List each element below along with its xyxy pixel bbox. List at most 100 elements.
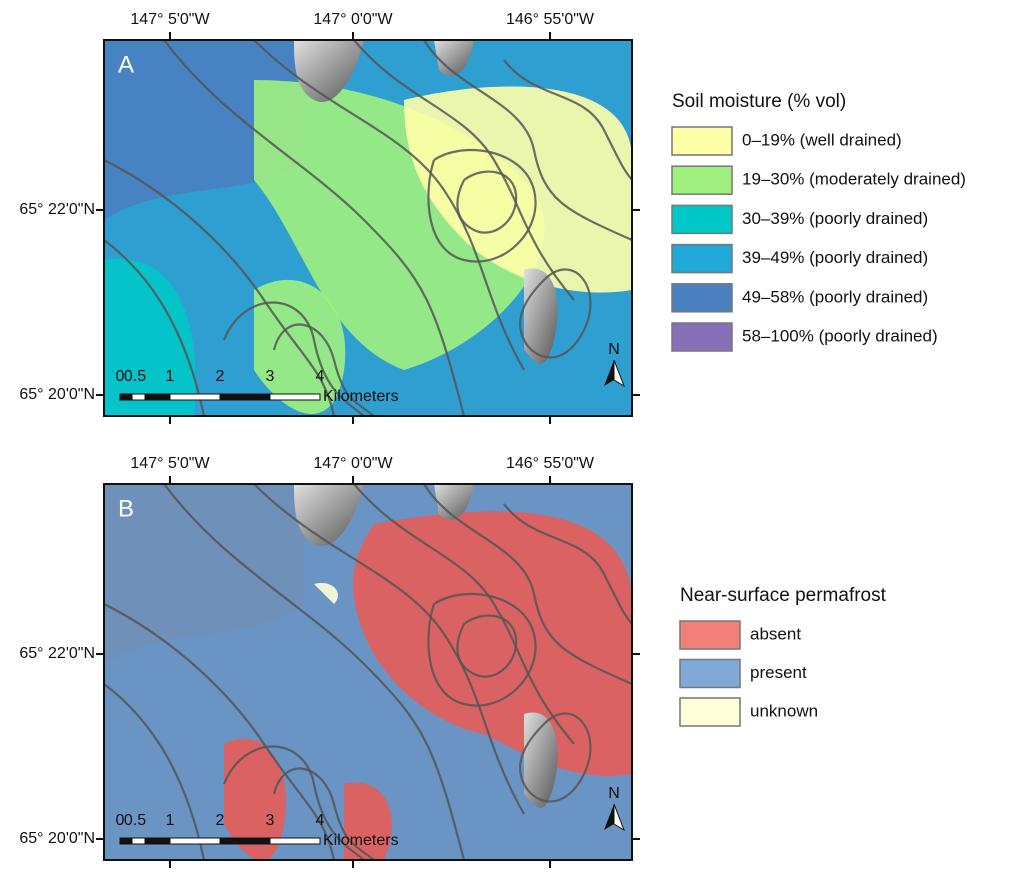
legend-item: 39–49% (poorly drained): [742, 248, 928, 267]
scale-segment: [131, 393, 146, 401]
scale-label: 0: [116, 368, 125, 385]
scale-label: 4: [316, 812, 325, 829]
scale-label: 1: [166, 812, 175, 829]
hillshade: [434, 484, 474, 520]
north-arrow: [613, 803, 625, 832]
legend-item: 58–100% (poorly drained): [742, 326, 938, 345]
legend-swatch: [679, 697, 741, 727]
contour: [503, 503, 632, 625]
longitude-label: 146° 55'0"W: [506, 455, 595, 472]
legend-item: 49–58% (poorly drained): [742, 287, 928, 306]
contour: [253, 40, 525, 371]
latitude-label: 65° 20'0"N: [19, 830, 95, 847]
map-frame: [103, 39, 633, 417]
contour: [423, 484, 632, 686]
contour: [104, 603, 336, 860]
contour: [104, 159, 336, 416]
scale-unit: Kilometers: [323, 388, 399, 405]
longitude-label: 147° 5'0"W: [130, 11, 210, 28]
scale-label: 4: [316, 368, 325, 385]
legend-title: Near-surface permafrost: [680, 585, 887, 606]
contour: [456, 614, 518, 678]
north-arrow: [604, 804, 614, 830]
longitude-label: 147° 0'0"W: [313, 11, 393, 28]
scale-segment: [131, 837, 146, 845]
latitude-label: 65° 22'0"N: [19, 645, 95, 662]
legend-swatch: [671, 283, 733, 313]
panel-label: A: [118, 51, 134, 78]
legend-swatch: [671, 165, 733, 195]
north-arrow: [613, 359, 625, 388]
map-panel: A 147° 5'0"W 147° 0'0"W 146° 55'0"W 65° 22'0…: [19, 11, 640, 424]
latitude-label: 65° 20'0"N: [19, 386, 95, 403]
legend-swatch: [671, 204, 733, 235]
legend-title: Soil moisture (% vol): [672, 91, 846, 112]
panel-label: B: [118, 495, 134, 522]
map-region: [344, 782, 392, 860]
contour: [222, 301, 365, 416]
legend-swatch: [671, 126, 733, 156]
north-label: N: [608, 785, 620, 802]
scale-segment: [144, 393, 171, 401]
longitude-label: 147° 5'0"W: [130, 455, 210, 472]
longitude-label: 146° 55'0"W: [506, 11, 595, 28]
scale-segment: [269, 393, 321, 401]
scale-unit: Kilometers: [323, 832, 399, 849]
legend-item: present: [750, 663, 807, 682]
scale-segment: [119, 393, 133, 401]
legend-swatch: [671, 322, 733, 352]
scale-label: 0.5: [124, 812, 146, 829]
contour: [456, 170, 518, 234]
contour: [423, 40, 632, 242]
scale-segment: [119, 837, 133, 845]
longitude-label: 147° 0'0"W: [313, 455, 393, 472]
scale-segment: [269, 837, 321, 845]
north-label: N: [608, 341, 620, 358]
scale-label: 2: [216, 368, 225, 385]
north-arrow: [604, 360, 614, 386]
map-region: [314, 583, 338, 604]
scale-label: 0.5: [124, 368, 146, 385]
legend-item: unknown: [750, 701, 818, 720]
legend-swatch: [679, 620, 741, 650]
contour: [272, 767, 375, 860]
map-region: [404, 86, 632, 293]
contour: [104, 683, 206, 860]
contour: [427, 592, 537, 707]
map-frame: [103, 483, 633, 861]
legend-item: 30–39% (poorly drained): [742, 209, 928, 228]
scale-label: 0: [116, 812, 125, 829]
map-region: [104, 258, 196, 416]
legend-swatch: [679, 658, 741, 689]
scale-segment: [219, 393, 271, 401]
map-region: [224, 738, 286, 860]
legend-item: 19–30% (moderately drained): [742, 170, 966, 189]
scale-segment: [144, 837, 171, 845]
contour: [163, 40, 466, 416]
scale-segment: [169, 837, 221, 845]
hillshade: [434, 40, 474, 76]
contour: [519, 712, 592, 803]
scale-label: 3: [266, 368, 275, 385]
contour: [353, 484, 575, 745]
scale-segment: [169, 393, 221, 401]
scale-label: 3: [266, 812, 275, 829]
legend-swatch: [671, 243, 733, 274]
contour: [503, 59, 632, 181]
contour: [353, 40, 575, 301]
contour: [519, 268, 592, 359]
contour: [253, 484, 525, 815]
map-panel: B 147° 5'0"W 147° 0'0"W 146° 55'0"W 65° 22'0…: [19, 455, 640, 868]
contour: [163, 484, 466, 860]
contour: [272, 323, 375, 416]
map-region: [353, 511, 632, 776]
latitude-label: 65° 22'0"N: [19, 201, 95, 218]
map-region: [104, 484, 304, 664]
legend-item: absent: [750, 624, 801, 643]
contour: [222, 745, 365, 860]
contour: [104, 239, 206, 416]
map: [104, 40, 632, 416]
contour: [427, 148, 537, 263]
map: [104, 484, 632, 860]
